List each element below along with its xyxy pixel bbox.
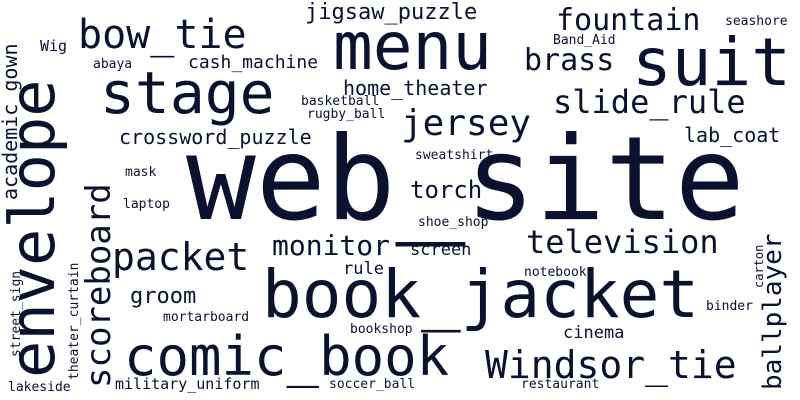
word-military-uniform: military_uniform [115,375,260,393]
word-binder: binder [706,299,753,314]
word-abaya: abaya [93,57,133,72]
word-soccer-ball: soccer_ball [329,377,416,392]
word-academic-gown: academic_gown [0,43,22,200]
word-rule: rule [343,259,384,279]
word-fountain: fountain [556,3,701,38]
word-book-jacket: book_jacket [262,256,700,333]
word-suit: suit [632,24,791,101]
word-lab-coat: lab_coat [684,123,781,147]
word-lakeside: lakeside [8,380,71,395]
word-packet: packet [112,235,250,279]
word-brass: brass [524,43,615,78]
word-home-theater: home_theater [343,76,488,100]
word-bow-tie: bow_tie [78,12,247,58]
word-comic-book: comic_book [124,325,450,388]
word-menu: menu [333,8,492,85]
word-basketball: basketball [301,94,380,109]
word-seashore: seashore [725,14,788,29]
word-street-sign: street_sign [9,270,24,357]
word-cash-machine: cash_machine [188,52,319,73]
word-scoreboard: scoreboard [79,183,119,388]
word-screen: screen [410,240,472,260]
word-sweatshirt: sweatshirt [415,148,494,163]
word-mask: mask [125,165,157,180]
word-carton: carton [752,244,766,288]
word-groom: groom [130,284,197,309]
word-theater-curtain: theater_curtain [67,262,82,380]
word-torch: torch [410,176,483,204]
word-jigsaw-puzzle: jigsaw_puzzle [305,0,478,25]
word-mortarboard: mortarboard [163,310,250,325]
word-bookshop: bookshop [350,322,413,337]
word-monitor: monitor [272,229,391,262]
word-jersey: jersey [401,103,532,144]
word-cinema: cinema [563,323,625,343]
word-notebook: notebook [524,265,587,280]
word-rugby-ball: rugby_ball [307,107,386,122]
word-laptop: laptop [123,197,170,212]
word-windsor-tie: Windsor_tie [485,343,737,387]
word-restaurant: restaurant [521,377,600,392]
word-shoe-shop: shoe_shop [418,215,489,230]
word-band-aid: Band_Aid [553,33,616,48]
word-crossword-puzzle: crossword_puzzle [119,125,312,149]
word-television: television [526,223,719,261]
word-stage: stage [100,59,275,127]
word-wig: Wig [40,37,68,55]
word-slide-rule: slide_rule [553,83,746,121]
word-web-site: web_site [186,112,745,247]
